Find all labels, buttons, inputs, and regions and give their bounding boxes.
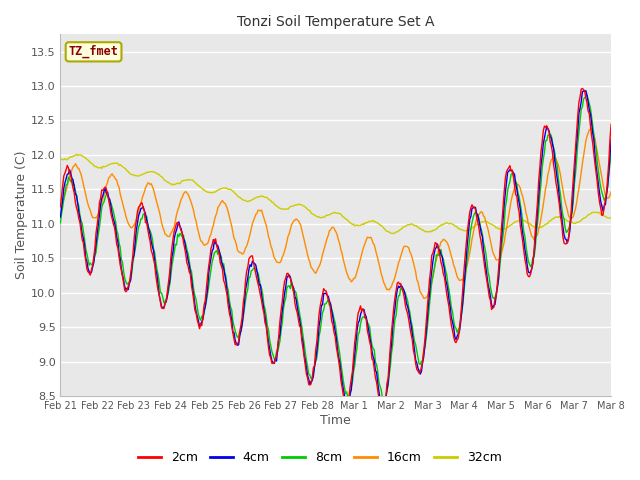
Y-axis label: Soil Temperature (C): Soil Temperature (C) bbox=[15, 151, 28, 279]
Legend: 2cm, 4cm, 8cm, 16cm, 32cm: 2cm, 4cm, 8cm, 16cm, 32cm bbox=[133, 446, 507, 469]
Text: TZ_fmet: TZ_fmet bbox=[68, 45, 118, 59]
Title: Tonzi Soil Temperature Set A: Tonzi Soil Temperature Set A bbox=[237, 15, 435, 29]
X-axis label: Time: Time bbox=[321, 414, 351, 427]
